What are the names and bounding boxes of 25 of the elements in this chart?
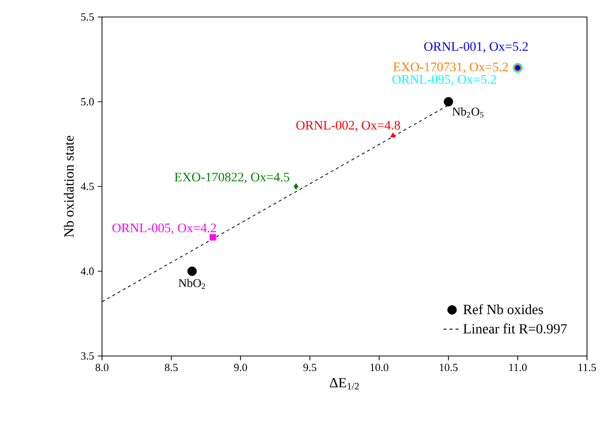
y-tick-label: 4.5 xyxy=(80,182,94,190)
x-tick-label: 9.0 xyxy=(234,364,248,372)
series-label: ORNL-095, Ox=5.2 xyxy=(392,75,496,86)
x-tick-label: 9.5 xyxy=(303,364,316,372)
x-tick-label: 8.0 xyxy=(96,364,108,372)
y-tick-label: 4.0 xyxy=(80,268,94,275)
series-label: EXO-170731, Ox=5.2 xyxy=(393,62,508,74)
x-axis-title: ΔE$_{1/2}$ xyxy=(330,378,359,390)
legend-label: Linear fit R=0.997 xyxy=(463,324,567,334)
y-tick-label: 3.5 xyxy=(81,352,94,360)
annotation: Nb$_{2}$O$_{5}$ xyxy=(452,107,484,118)
series-label: ORNL-005, Ox=4.2 xyxy=(112,224,216,234)
x-tick-label: 10.5 xyxy=(440,364,458,372)
x-tick-label: 11.5 xyxy=(578,364,596,372)
y-tick-label: 5.0 xyxy=(81,98,94,106)
series-label: EXO-170822, Ox=4.5 xyxy=(174,172,290,184)
x-tick-label: 8.5 xyxy=(164,364,178,372)
series-label: ORNL-001, Ox=5.2 xyxy=(424,42,528,53)
legend-label: Ref Nb oxides xyxy=(463,304,544,314)
y-axis-title: Nb oxidation state xyxy=(64,136,74,238)
x-tick-label: 10.0 xyxy=(370,364,388,372)
x-tick-label: 11.0 xyxy=(509,364,527,372)
series-label: ORNL-002, Ox=4.8 xyxy=(296,120,400,132)
y-tick-label: 5.5 xyxy=(81,13,94,21)
annotation: NbO$_{2}$ xyxy=(178,278,206,289)
